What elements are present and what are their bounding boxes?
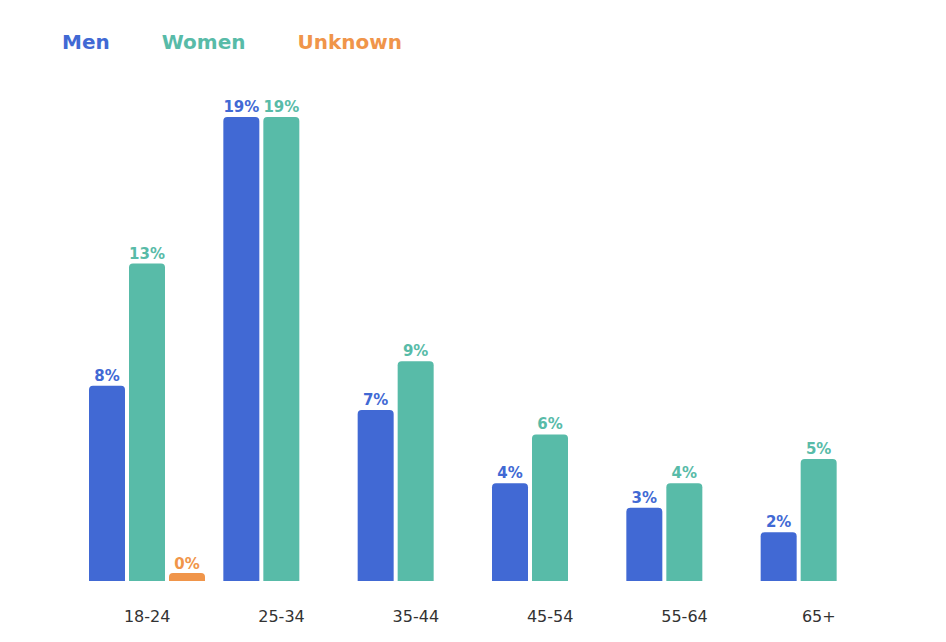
svg-text:13%: 13% [129, 245, 165, 263]
svg-text:2%: 2% [766, 513, 791, 531]
svg-text:19%: 19% [263, 98, 299, 116]
svg-text:7%: 7% [363, 391, 388, 409]
svg-text:8%: 8% [94, 367, 119, 385]
html-text:Men: Men [62, 30, 110, 54]
svg-text:65+: 65+ [802, 607, 836, 626]
svg-text:9%: 9% [403, 342, 428, 360]
svg-text:0%: 0% [174, 555, 199, 573]
svg-text:5%: 5% [806, 440, 831, 458]
svg-text:35-44: 35-44 [393, 607, 440, 626]
svg-text:25-34: 25-34 [258, 607, 305, 626]
svg-text:55-64: 55-64 [661, 607, 708, 626]
html-text:Unknown: Unknown [297, 30, 402, 54]
svg-text:6%: 6% [537, 415, 562, 433]
svg-text:3%: 3% [632, 489, 657, 507]
svg-text:45-54: 45-54 [527, 607, 574, 626]
html-text:Women: Women [161, 30, 246, 54]
svg-text:18-24: 18-24 [124, 607, 171, 626]
svg-text:4%: 4% [497, 464, 522, 482]
svg-text:19%: 19% [223, 98, 259, 116]
svg-text:4%: 4% [672, 464, 697, 482]
